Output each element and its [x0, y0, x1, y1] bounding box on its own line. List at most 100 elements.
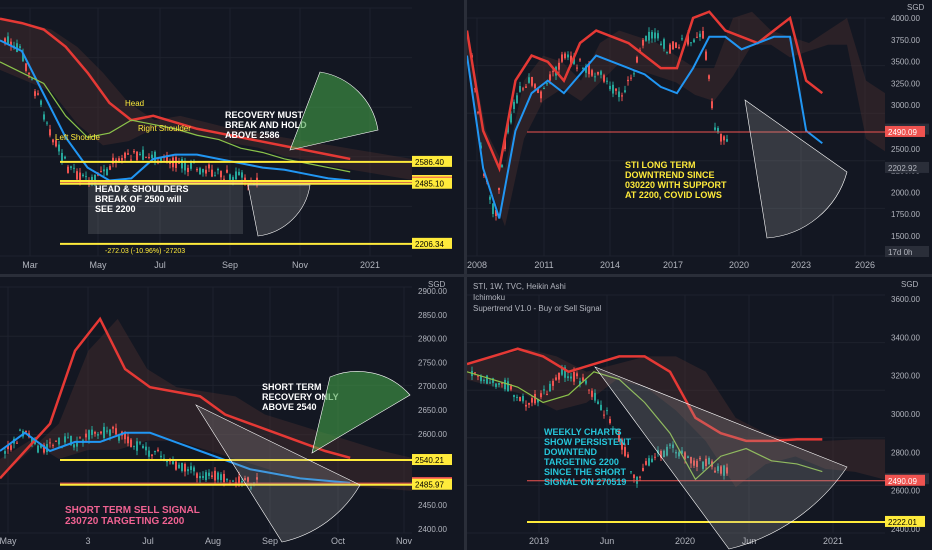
candle-body	[519, 396, 521, 402]
x-tick-label: 2021	[823, 536, 843, 546]
x-tick-label: Jul	[154, 260, 166, 270]
candle-body	[699, 457, 701, 460]
hs-break-note: HEAD & SHOULDERS	[95, 184, 189, 194]
x-tick-label: Jul	[142, 536, 154, 546]
candle-body	[555, 377, 557, 380]
x-tick-label: 2014	[600, 260, 620, 270]
candle-body	[73, 167, 75, 169]
candle-body	[726, 467, 728, 474]
candle-body	[660, 450, 662, 458]
candle-body	[88, 430, 90, 440]
candle-body	[678, 47, 680, 49]
candle-body	[40, 445, 42, 448]
candle-body	[627, 454, 629, 458]
candle-body	[82, 174, 84, 176]
candle-body	[100, 171, 102, 173]
candle-body	[714, 127, 716, 130]
candle-body	[118, 436, 120, 441]
price-tag-label: 17d 0h	[888, 248, 912, 257]
candle-body	[115, 428, 117, 435]
panel-bottom-right: 2019 Jun 2020 Jun 2021 3600.00 3400.00 3200.00 3…	[467, 277, 932, 550]
candle-body	[621, 439, 623, 450]
horizontal-divider[interactable]	[0, 274, 932, 277]
candle-body	[702, 30, 704, 39]
panel-top-right: 20082011201420172020202320263300.003200.…	[467, 0, 932, 274]
candle-body	[714, 470, 716, 473]
candle-body	[480, 375, 482, 382]
candle-body	[148, 157, 150, 159]
candle-body	[666, 446, 668, 456]
x-tick-label: 2017	[663, 260, 683, 270]
candle-body	[139, 153, 141, 155]
green-fan	[289, 71, 379, 151]
candle-body	[546, 83, 548, 85]
candle-body	[178, 162, 180, 164]
candle-body	[211, 475, 213, 477]
candle-body	[579, 59, 581, 61]
x-tick-label: 3	[85, 536, 90, 546]
candle-body	[597, 71, 599, 75]
candle-body	[519, 86, 521, 92]
candle-body	[211, 169, 213, 177]
candle-body	[235, 171, 237, 180]
candle-body	[136, 151, 138, 161]
candle-body	[184, 162, 186, 171]
candle-body	[148, 450, 150, 457]
candle-body	[37, 93, 39, 95]
candle-body	[501, 382, 503, 384]
candle-body	[19, 429, 21, 431]
candle-body	[247, 477, 249, 482]
y-tick-label: 1500.00	[891, 232, 920, 241]
candle-body	[531, 76, 533, 86]
price-tag-label: 2206.34	[415, 240, 444, 249]
candle-body	[208, 164, 210, 169]
candle-body	[489, 382, 491, 384]
longterm-note: STI LONG TERM	[625, 160, 696, 170]
candle-body	[525, 404, 527, 407]
y-tick-label: 3600.00	[891, 295, 920, 304]
candle-body	[576, 67, 578, 69]
weekly-note: SIGNAL ON 270519	[544, 477, 626, 487]
right-shoulder-label: Right Shoulder	[138, 124, 191, 133]
candle-body	[687, 456, 689, 459]
candle-body	[169, 162, 171, 164]
candle-body	[636, 476, 638, 484]
price-tag-label: 2586.40	[415, 158, 444, 167]
candle-body	[64, 156, 66, 159]
candle-body	[690, 457, 692, 464]
candle-body	[67, 166, 69, 173]
x-tick-label: Mar	[22, 260, 38, 270]
series-line-blue	[467, 35, 823, 219]
y-tick-label: 4000.00	[891, 14, 920, 23]
candle-body	[693, 39, 695, 43]
candle-body	[103, 426, 105, 439]
candle-body	[130, 159, 132, 161]
candle-body	[136, 441, 138, 451]
x-tick-label: 2020	[675, 536, 695, 546]
currency-label: SGD	[901, 280, 919, 289]
candle-body	[34, 91, 36, 96]
y-tick-label: 2750.00	[418, 358, 447, 367]
candle-body	[552, 71, 554, 73]
candle-body	[16, 442, 18, 444]
y-tick-label: 2800.00	[891, 448, 920, 457]
candle-body	[220, 171, 222, 178]
price-tag-box	[885, 161, 929, 173]
candle-body	[534, 84, 536, 89]
candle-body	[133, 445, 135, 447]
candle-body	[492, 203, 494, 214]
ichimoku-cloud	[0, 318, 412, 491]
candle-body	[684, 452, 686, 460]
candle-body	[130, 439, 132, 447]
candle-body	[76, 171, 78, 180]
candle-body	[567, 54, 569, 58]
candle-body	[636, 57, 638, 63]
x-tick-label: 2023	[791, 260, 811, 270]
candle-body	[232, 480, 234, 482]
candle-body	[151, 154, 153, 159]
candle-body	[166, 155, 168, 162]
candle-body	[513, 394, 515, 397]
chart-bottom-left: May 3 Jul Aug Sep Oct Nov 2900.00 2850.00 2800.00…	[0, 280, 452, 546]
candle-body	[43, 114, 45, 120]
y-tick-label: 3400.00	[891, 333, 920, 342]
